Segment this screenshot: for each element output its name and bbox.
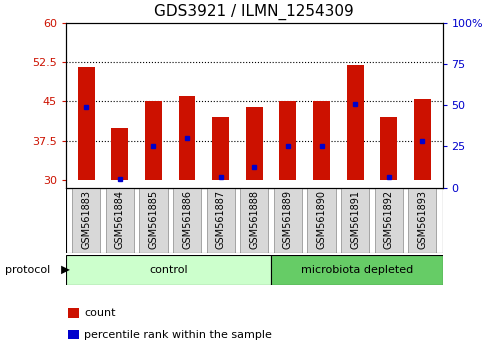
FancyBboxPatch shape (374, 188, 402, 253)
FancyBboxPatch shape (273, 188, 302, 253)
Text: percentile rank within the sample: percentile rank within the sample (84, 330, 271, 339)
FancyBboxPatch shape (139, 188, 167, 253)
Bar (312, 101, 329, 180)
Text: GSM561890: GSM561890 (316, 190, 326, 249)
Text: GSM561891: GSM561891 (349, 190, 359, 249)
Text: microbiota depleted: microbiota depleted (300, 265, 412, 275)
Bar (145, 101, 162, 180)
Bar (178, 96, 195, 180)
Text: GSM561885: GSM561885 (148, 190, 158, 249)
Text: GSM561892: GSM561892 (383, 190, 393, 249)
FancyBboxPatch shape (206, 188, 234, 253)
FancyBboxPatch shape (340, 188, 368, 253)
Text: GSM561884: GSM561884 (115, 190, 124, 249)
FancyBboxPatch shape (105, 188, 134, 253)
FancyBboxPatch shape (173, 188, 201, 253)
FancyBboxPatch shape (271, 255, 442, 285)
FancyBboxPatch shape (240, 188, 268, 253)
FancyBboxPatch shape (407, 188, 436, 253)
Polygon shape (61, 266, 70, 274)
Text: GSM561888: GSM561888 (249, 190, 259, 249)
Text: GSM561893: GSM561893 (417, 190, 427, 249)
FancyBboxPatch shape (66, 255, 271, 285)
Bar (111, 127, 128, 180)
Bar (380, 117, 396, 180)
Text: GSM561889: GSM561889 (283, 190, 292, 249)
FancyBboxPatch shape (72, 188, 100, 253)
Bar (413, 99, 430, 180)
Text: GSM561887: GSM561887 (215, 190, 225, 249)
Title: GDS3921 / ILMN_1254309: GDS3921 / ILMN_1254309 (154, 4, 353, 20)
Bar (245, 107, 262, 180)
Bar (78, 67, 94, 180)
Text: control: control (149, 265, 187, 275)
FancyBboxPatch shape (307, 188, 335, 253)
Bar (279, 101, 296, 180)
Text: GSM561886: GSM561886 (182, 190, 192, 249)
Text: GSM561883: GSM561883 (81, 190, 91, 249)
Bar (346, 65, 363, 180)
Text: count: count (84, 308, 115, 318)
Text: protocol: protocol (5, 265, 50, 275)
Bar (212, 117, 228, 180)
